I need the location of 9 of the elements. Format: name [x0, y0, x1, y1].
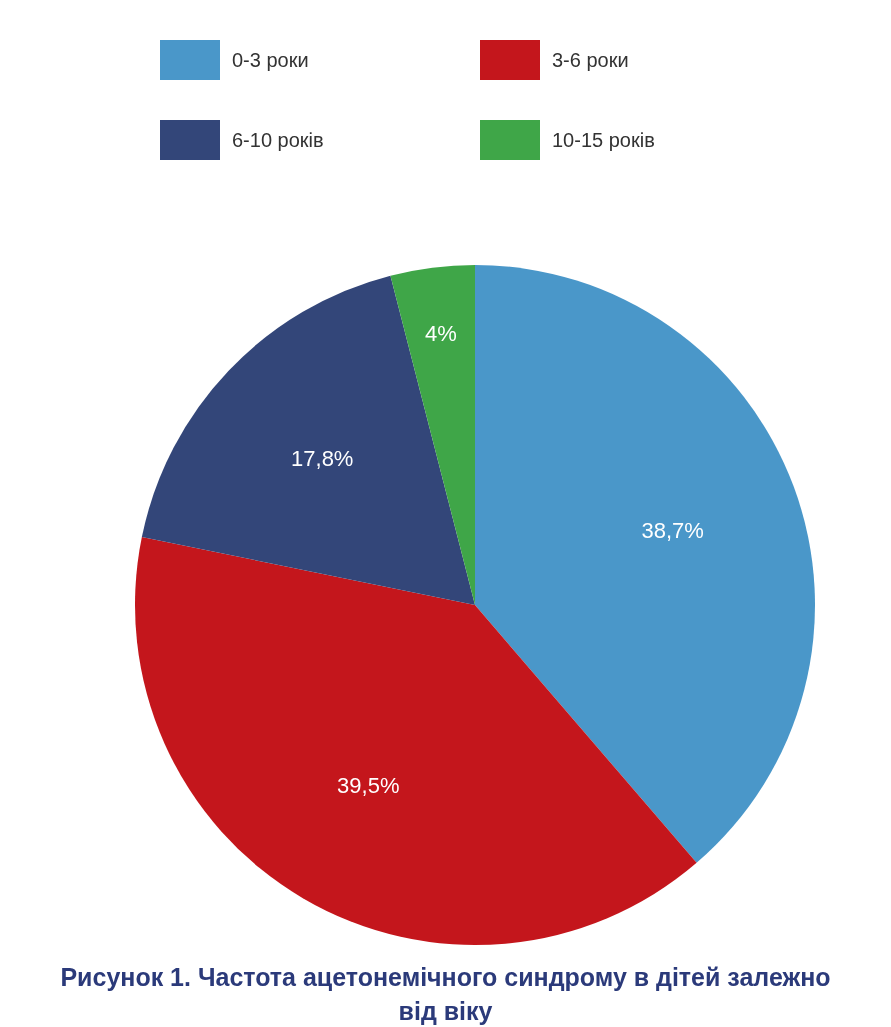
data-label: 39,5% [337, 772, 400, 798]
data-label: 38,7% [641, 517, 704, 543]
data-label: 17,8% [291, 445, 354, 471]
legend-label: 10-15 років [552, 128, 655, 152]
legend-label: 3-6 роки [552, 48, 629, 72]
legend-label: 0-3 роки [232, 48, 309, 72]
data-label: 4% [425, 321, 457, 347]
text: Рисунок 1. Частота ацетонемічного синдрому в дітей залежно від віку [59, 962, 832, 1027]
legend-label: 6-10 років [232, 128, 324, 152]
